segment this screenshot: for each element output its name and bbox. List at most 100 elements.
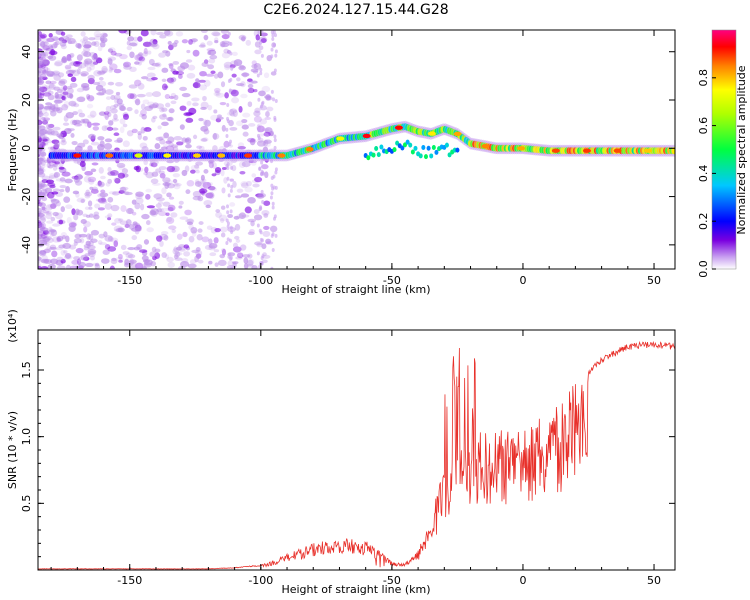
spectrogram-noise-blob [40, 241, 48, 246]
spectrogram-noise-blob [260, 53, 264, 58]
spectrogram-ridge-cell [400, 145, 405, 151]
spectrogram-noise-blob [39, 227, 49, 232]
spectrogram-noise-blob [125, 252, 133, 259]
spectrogram-noise-blob [166, 216, 173, 223]
spectrogram-noise-blob [155, 136, 164, 141]
spectrogram-noise-blob [93, 35, 102, 41]
spectrogram-noise-blob [85, 189, 90, 196]
spectrogram-noise-blob [84, 58, 93, 65]
spectrogram-noise-blob [73, 241, 78, 246]
spectrogram-noise-blob [104, 138, 113, 143]
spectrogram-noise-blob [229, 108, 238, 114]
spectrogram-noise-blob [38, 197, 42, 202]
spectrogram-noise-blob [40, 53, 47, 58]
spectrogram-noise-blob [240, 181, 249, 187]
spectrogram-noise-blob [67, 73, 73, 78]
spectrogram-noise-blob [44, 105, 50, 110]
spectrogram-noise-blob [89, 96, 95, 102]
snr-panel: -150 -100 -50 0 50 0.5 1.0 1.5 Height of strai… [6, 309, 676, 596]
spectrogram-noise-blob [58, 80, 66, 86]
spectrogram-ridge-cell [455, 147, 460, 153]
spectrogram-noise-blob [270, 47, 274, 52]
spectrogram-ridge-peak [481, 144, 490, 149]
spectrogram-noise-blob [47, 44, 54, 49]
spectrogram-noise-blob [266, 106, 274, 112]
spectrogram-noise-blob [180, 261, 190, 268]
spectrogram-noise-blob [247, 78, 253, 83]
snr-y-tick-label: 1.0 [20, 428, 33, 446]
spectrogram-noise-blob [52, 188, 61, 192]
spectrogram-noise-blob [85, 240, 91, 246]
spectrogram-noise-blob [50, 216, 56, 222]
spectrogram-noise-blob [45, 127, 52, 135]
spectrogram-noise-blob [258, 167, 262, 172]
spectrogram-noise-blob [174, 251, 181, 258]
spectrogram-noise-blob [91, 162, 99, 166]
spectrogram-noise-blob [169, 95, 175, 100]
spectrogram-noise-blob [96, 92, 105, 96]
spectrogram-noise-blob [170, 212, 178, 218]
spectrogram-noise-blob [45, 204, 53, 211]
spectrogram-noise-blob [207, 50, 212, 56]
spectrogram-noise-blob [230, 89, 239, 97]
spectrogram-noise-blob [237, 145, 246, 150]
spectrogram-noise-blob [241, 124, 249, 130]
spectrogram-noise-blob [220, 81, 226, 88]
spectrogram-ridge-cell [371, 152, 376, 158]
spectrogram-noise-blob [107, 58, 113, 65]
spectrogram-noise-blob [213, 249, 220, 253]
spectrogram-noise-blob [38, 52, 42, 59]
spectrogram-noise-blob [185, 143, 192, 149]
spectrogram-noise-blob [230, 165, 234, 170]
spectrogram-noise-blob [254, 49, 262, 55]
spectrogram-noise-blob [38, 166, 45, 174]
spectrogram-noise-blob [255, 34, 260, 41]
spectrogram-noise-blob [41, 44, 49, 52]
spectrogram-noise-blob [137, 131, 142, 136]
spectrogram-noise-blob [265, 94, 272, 101]
spectrogram-noise-blob [142, 259, 150, 263]
spectrogram-noise-blob [91, 54, 99, 61]
spectrogram-noise-blob [155, 203, 162, 209]
spectrogram-noise-blob [152, 255, 157, 261]
spectrogram-noise-blob [46, 246, 52, 251]
spectrogram-noise-blob [261, 259, 268, 264]
spectrogram-noise-blob [161, 78, 167, 83]
spectrogram-noise-blob [107, 178, 113, 184]
spectrogram-noise-blob [99, 192, 109, 198]
spectrogram-noise-blob [270, 175, 274, 180]
spectrogram-ridge-layer [48, 120, 675, 162]
spectrogram-noise-blob [251, 60, 257, 66]
spectrogram-noise-blob [133, 246, 141, 251]
spectrogram-noise-blob [204, 119, 211, 127]
spectrogram-noise-blob [185, 59, 193, 63]
spectrogram-noise-blob [236, 77, 241, 82]
spectrogram-noise-blob [240, 182, 249, 189]
spectrogram-noise-blob [184, 138, 190, 143]
spectrogram-noise-blob [69, 82, 78, 88]
spectrogram-noise-blob [212, 162, 217, 169]
spectrogram-noise-blob [82, 36, 89, 42]
spectrogram-noise-blob [45, 80, 52, 85]
spectrogram-noise-blob [62, 122, 70, 126]
spectrogram-noise-blob [258, 133, 265, 137]
spectrogram-noise-blob [108, 67, 114, 72]
spectrogram-noise-blob [203, 128, 210, 135]
spectrogram-noise-blob [111, 127, 119, 131]
spectrogram-noise-blob [64, 178, 73, 184]
spectrogram-noise-blob [40, 266, 49, 269]
spectrogram-noise-blob [123, 62, 130, 68]
spectrogram-noise-blob [230, 66, 234, 71]
spectrogram-noise-blob [205, 73, 215, 77]
spectrogram-noise-blob [166, 77, 174, 83]
spectrogram-noise-blob [220, 218, 225, 223]
spectrogram-noise-blob [103, 231, 108, 238]
spectrogram-noise-blob [89, 186, 94, 190]
colorbar-tick-label: 0.4 [697, 165, 710, 183]
spectrogram-noise-blob [54, 72, 59, 77]
spectrogram-noise-blob [200, 187, 205, 195]
spectrogram-noise-blob [149, 41, 159, 47]
spectrogram-noise-blob [259, 40, 263, 45]
spectrogram-noise-blob [192, 134, 198, 140]
spectrogram-noise-blob [207, 104, 213, 111]
